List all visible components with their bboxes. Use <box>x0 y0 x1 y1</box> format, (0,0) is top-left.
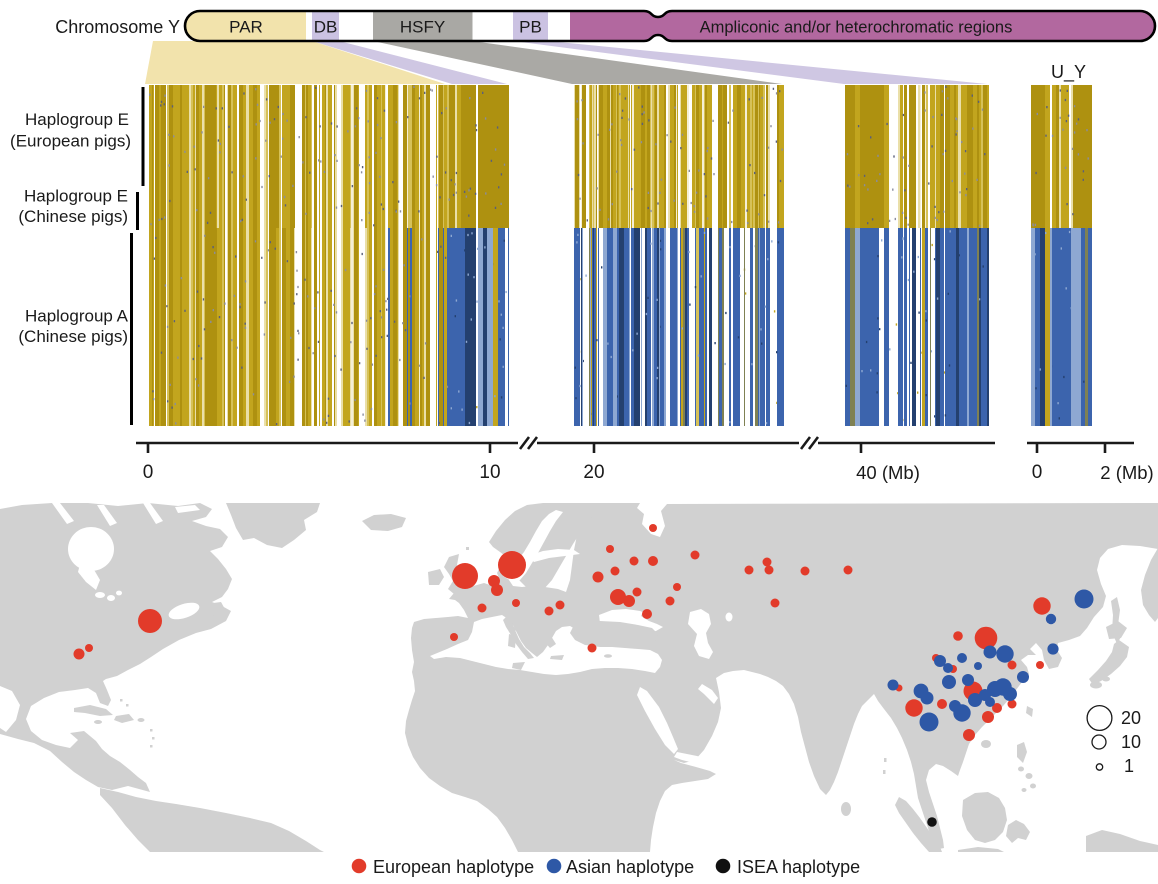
svg-text:(European pigs): (European pigs) <box>10 132 131 151</box>
svg-text:HSFY: HSFY <box>400 18 445 37</box>
svg-text:European haplotype: European haplotype <box>373 857 534 877</box>
svg-text:10: 10 <box>479 462 500 483</box>
svg-text:PAR: PAR <box>229 18 263 37</box>
svg-text:20: 20 <box>1121 708 1141 728</box>
svg-text:20: 20 <box>583 462 604 483</box>
svg-text:Haplogroup E: Haplogroup E <box>25 110 129 129</box>
svg-text:U_Y: U_Y <box>1051 62 1086 83</box>
svg-text:PB: PB <box>519 18 542 37</box>
svg-text:Haplogroup A: Haplogroup A <box>25 307 129 326</box>
svg-text:1: 1 <box>1124 756 1134 776</box>
svg-text:Ampliconic and/or heterochroma: Ampliconic and/or heterochromatic region… <box>700 19 1013 37</box>
svg-text:0: 0 <box>1032 462 1043 483</box>
svg-text:Haplogroup E: Haplogroup E <box>24 187 128 206</box>
svg-text:(Chinese pigs): (Chinese pigs) <box>18 207 128 226</box>
svg-text:0: 0 <box>143 462 154 483</box>
svg-text:10: 10 <box>1121 732 1141 752</box>
svg-text:2 (Mb): 2 (Mb) <box>1100 462 1153 483</box>
svg-text:Chromosome Y: Chromosome Y <box>55 17 180 37</box>
svg-text:40 (Mb): 40 (Mb) <box>856 462 920 483</box>
svg-text:Asian haplotype: Asian haplotype <box>566 857 694 877</box>
svg-text:DB: DB <box>314 18 338 37</box>
svg-text:ISEA haplotype: ISEA haplotype <box>737 857 860 877</box>
svg-text:(Chinese pigs): (Chinese pigs) <box>18 327 128 346</box>
